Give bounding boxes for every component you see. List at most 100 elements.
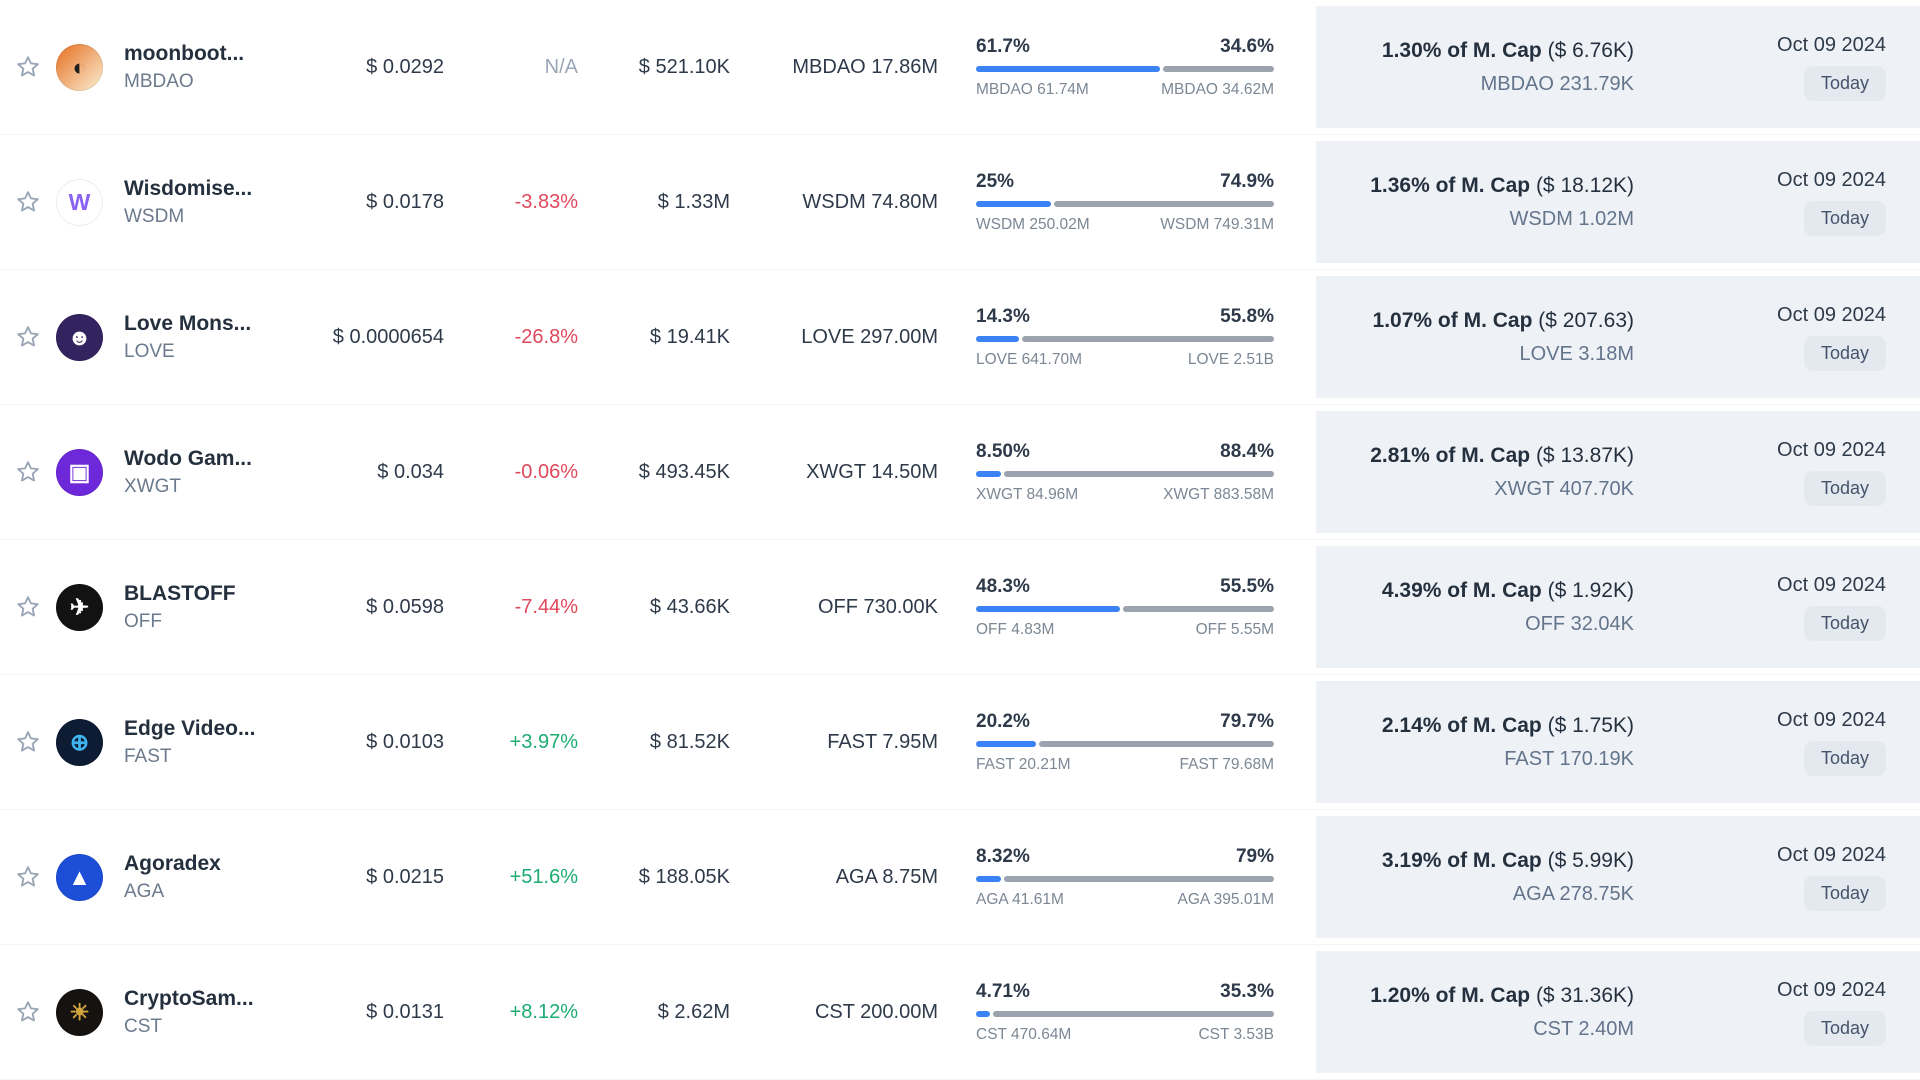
token-name[interactable]: Wisdomise... <box>124 176 253 200</box>
token-logo-glyph: ☀ <box>69 998 90 1025</box>
unlock-token-amount: OFF 32.04K <box>1525 612 1634 635</box>
token-name[interactable]: CryptoSam... <box>124 986 254 1010</box>
token-symbol: XWGT <box>124 475 181 497</box>
unlock-usd-value: ($ 5.99K) <box>1547 848 1634 872</box>
market-cap-tokens-cell: LOVE 297.00M <box>801 325 938 348</box>
token-symbol: WSDM <box>124 205 185 227</box>
volume-cell: $ 1.33M <box>657 190 730 213</box>
unlock-usd-value: ($ 13.87K) <box>1535 443 1634 467</box>
unlock-token-amount: LOVE 3.18M <box>1519 342 1634 365</box>
unlock-progress-block: 14.3% 55.8% LOVE 641.70M LOVE 2.51B <box>976 306 1274 369</box>
token-name[interactable]: Edge Video... <box>124 716 256 740</box>
token-name[interactable]: moonboot... <box>124 41 245 65</box>
unlocked-bar-fill <box>976 470 1002 477</box>
token-logo: W <box>56 178 103 226</box>
unlock-usd-value: ($ 1.75K) <box>1547 713 1634 737</box>
locked-amount-label: FAST 79.68M <box>1179 755 1274 773</box>
volume-cell: $ 521.10K <box>638 55 730 78</box>
unlocked-amount-label: MBDAO 61.74M <box>976 80 1089 98</box>
table-row[interactable]: ◐ moonboot... MBDAO $ 0.0292 N/A $ 521.1… <box>0 0 1920 135</box>
locked-bar-fill <box>1053 200 1274 207</box>
unlocked-amount-label: AGA 41.61M <box>976 890 1064 908</box>
unlock-progress-block: 61.7% 34.6% MBDAO 61.74M MBDAO 34.62M <box>976 36 1274 99</box>
table-row[interactable]: ▣ Wodo Gam... XWGT $ 0.034 -0.06% $ 493.… <box>0 405 1920 540</box>
favorite-star-icon[interactable] <box>14 728 42 756</box>
unlocked-amount-label: OFF 4.83M <box>976 620 1055 638</box>
volume-cell: $ 188.05K <box>638 865 730 888</box>
today-badge: Today <box>1803 1010 1886 1046</box>
unlocked-bar-fill <box>976 1010 991 1017</box>
volume-cell: $ 81.52K <box>649 730 730 753</box>
favorite-star-icon[interactable] <box>14 188 42 216</box>
favorite-star-icon[interactable] <box>14 323 42 351</box>
unlocked-amount-label: WSDM 250.02M <box>976 215 1090 233</box>
unlock-mcap-percent: 1.07% of M. Cap <box>1372 308 1533 332</box>
unlock-usd-value: ($ 207.63) <box>1538 308 1634 332</box>
unlocked-amount-label: LOVE 641.70M <box>976 350 1082 368</box>
locked-percent-label: 88.4% <box>1220 440 1274 462</box>
locked-amount-label: LOVE 2.51B <box>1187 350 1274 368</box>
unlock-progress-block: 20.2% 79.7% FAST 20.21M FAST 79.68M <box>976 711 1274 774</box>
token-name[interactable]: BLASTOFF <box>124 581 236 605</box>
market-cap-tokens-cell: AGA 8.75M <box>835 865 938 888</box>
locked-percent-label: 79.7% <box>1220 710 1274 732</box>
token-name[interactable]: Wodo Gam... <box>124 446 252 470</box>
unlock-mcap-percent: 3.19% of M. Cap <box>1381 848 1542 872</box>
unlock-date: Oct 09 2024 <box>1777 438 1886 461</box>
locked-bar-fill <box>1162 65 1274 72</box>
next-unlock-panel: 3.19% of M. Cap ($ 5.99K) AGA 278.75K Oc… <box>1316 816 1920 938</box>
locked-bar-fill <box>1021 335 1274 342</box>
token-name[interactable]: Agoradex <box>124 851 221 875</box>
table-row[interactable]: ✈ BLASTOFF OFF $ 0.0598 -7.44% $ 43.66K … <box>0 540 1920 675</box>
price-cell: $ 0.0215 <box>366 865 444 888</box>
today-badge: Today <box>1803 470 1886 506</box>
locked-bar-fill <box>993 1010 1274 1017</box>
favorite-star-icon[interactable] <box>14 53 42 81</box>
table-row[interactable]: W Wisdomise... WSDM $ 0.0178 -3.83% $ 1.… <box>0 135 1920 270</box>
table-row[interactable]: ☻ Love Mons... LOVE $ 0.0000654 -26.8% $… <box>0 270 1920 405</box>
token-symbol: LOVE <box>124 340 175 362</box>
unlock-date: Oct 09 2024 <box>1777 708 1886 731</box>
change-percent-cell: -3.83% <box>514 190 578 213</box>
locked-amount-label: OFF 5.55M <box>1195 620 1274 638</box>
token-logo: ▣ <box>56 448 103 496</box>
next-unlock-panel: 2.81% of M. Cap ($ 13.87K) XWGT 407.70K … <box>1316 411 1920 533</box>
price-cell: $ 0.0598 <box>366 595 444 618</box>
unlock-date: Oct 09 2024 <box>1777 978 1886 1001</box>
unlock-progress-block: 48.3% 55.5% OFF 4.83M OFF 5.55M <box>976 576 1274 639</box>
token-name[interactable]: Love Mons... <box>124 311 252 335</box>
unlock-token-amount: CST 2.40M <box>1533 1017 1634 1040</box>
favorite-star-icon[interactable] <box>14 458 42 486</box>
unlock-progress-block: 4.71% 35.3% CST 470.64M CST 3.53B <box>976 981 1274 1044</box>
today-badge: Today <box>1803 200 1886 236</box>
table-row[interactable]: ▲ Agoradex AGA $ 0.0215 +51.6% $ 188.05K… <box>0 810 1920 945</box>
unlocked-percent-label: 25% <box>976 170 1015 192</box>
unlock-progress-bar <box>976 1010 1274 1017</box>
unlock-token-amount: FAST 170.19K <box>1504 747 1634 770</box>
token-logo-glyph: W <box>68 188 91 215</box>
today-badge: Today <box>1803 65 1886 101</box>
today-badge: Today <box>1803 605 1886 641</box>
favorite-star-icon[interactable] <box>14 998 42 1026</box>
unlock-progress-bar <box>976 605 1274 612</box>
change-percent-cell: -0.06% <box>514 460 578 483</box>
unlocked-amount-label: XWGT 84.96M <box>976 485 1079 503</box>
favorite-star-icon[interactable] <box>14 863 42 891</box>
unlock-progress-bar <box>976 335 1274 342</box>
favorite-star-icon[interactable] <box>14 593 42 621</box>
unlocked-bar-fill <box>976 740 1037 747</box>
token-logo: ◐ <box>56 43 103 91</box>
unlock-progress-block: 8.32% 79% AGA 41.61M AGA 395.01M <box>976 846 1274 909</box>
unlock-progress-bar <box>976 875 1274 882</box>
table-row[interactable]: ⊕ Edge Video... FAST $ 0.0103 +3.97% $ 8… <box>0 675 1920 810</box>
change-percent-cell: +3.97% <box>509 730 578 753</box>
locked-bar-fill <box>1122 605 1274 612</box>
table-row[interactable]: ☀ CryptoSam... CST $ 0.0131 +8.12% $ 2.6… <box>0 945 1920 1080</box>
locked-percent-label: 74.9% <box>1220 170 1274 192</box>
unlock-date: Oct 09 2024 <box>1777 168 1886 191</box>
locked-bar-fill <box>1003 875 1274 882</box>
locked-amount-label: AGA 395.01M <box>1177 890 1274 908</box>
unlock-progress-block: 8.50% 88.4% XWGT 84.96M XWGT 883.58M <box>976 441 1274 504</box>
market-cap-tokens-cell: MBDAO 17.86M <box>792 55 938 78</box>
